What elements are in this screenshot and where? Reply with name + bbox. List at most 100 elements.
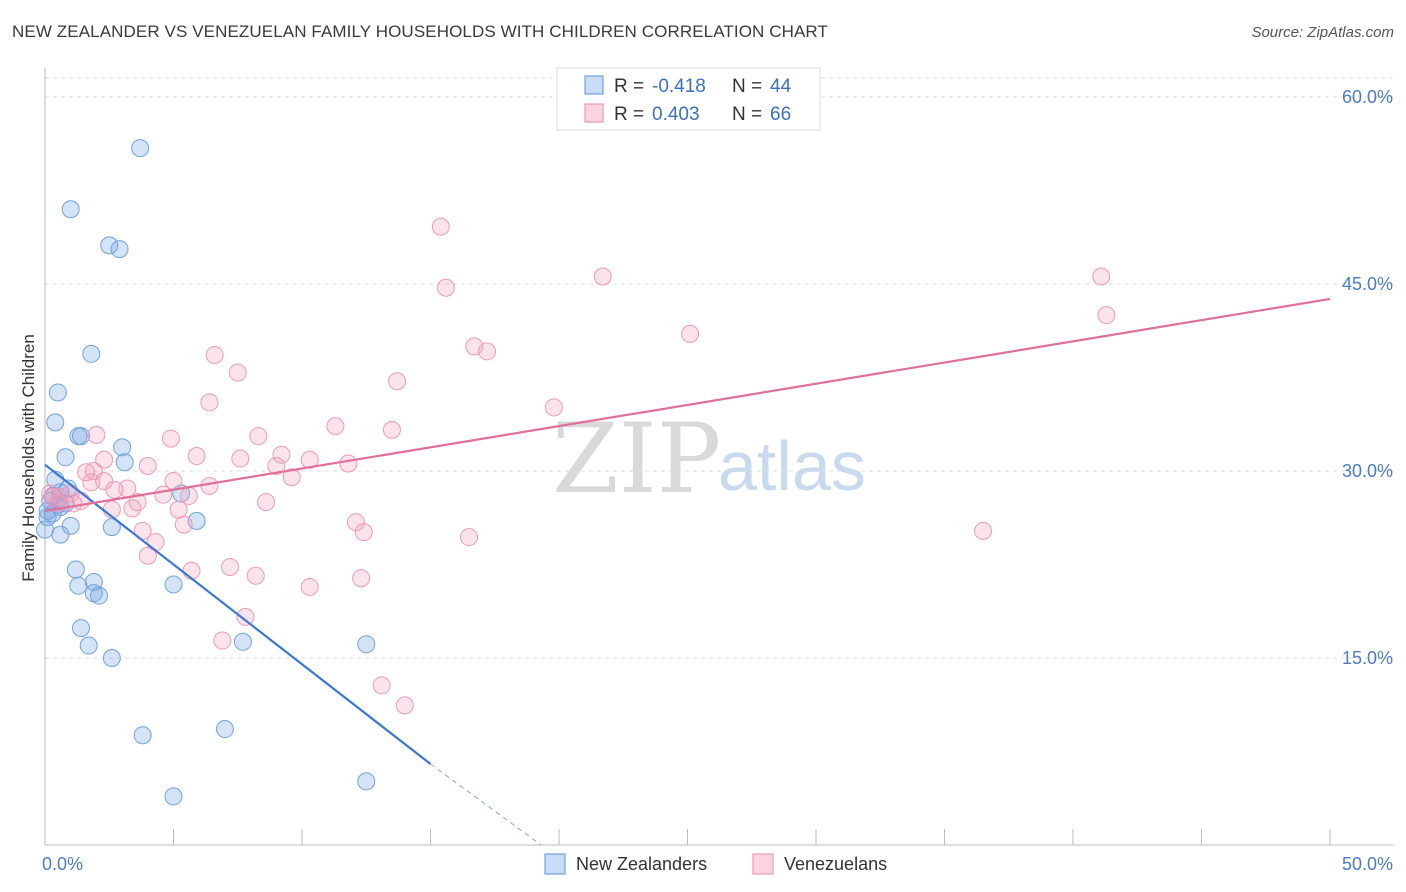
trend-line-venezuelans xyxy=(44,297,1331,512)
legend-top-r-value-ve: 0.403 xyxy=(652,104,700,125)
trend-line-new-zealanders xyxy=(44,463,432,765)
y-tick-label: 45.0% xyxy=(1342,274,1393,294)
chart-title: NEW ZEALANDER VS VENEZUELAN FAMILY HOUSE… xyxy=(12,22,828,41)
point-new-zealanders xyxy=(131,139,150,158)
legend-top-n-label-nz: N = xyxy=(732,76,762,97)
point-new-zealanders xyxy=(46,413,65,432)
legend-top-swatch-ve xyxy=(584,103,604,123)
point-venezuelans xyxy=(61,484,80,503)
point-venezuelans xyxy=(974,521,993,540)
point-venezuelans xyxy=(138,457,157,476)
point-venezuelans xyxy=(123,499,142,518)
point-venezuelans xyxy=(249,427,268,446)
point-venezuelans xyxy=(478,342,497,361)
point-venezuelans xyxy=(460,528,479,547)
point-new-zealanders xyxy=(48,383,67,402)
point-venezuelans xyxy=(182,561,201,580)
legend-top: R = -0.418 N = 44 R = 0.403 N = 66 xyxy=(556,67,821,131)
point-venezuelans xyxy=(77,463,96,482)
point-venezuelans xyxy=(436,278,455,297)
point-new-zealanders xyxy=(164,787,183,806)
trend-line-new-zealanders-extension xyxy=(430,763,542,846)
point-venezuelans xyxy=(138,546,157,565)
point-venezuelans xyxy=(231,449,250,468)
point-venezuelans xyxy=(681,324,700,343)
point-new-zealanders xyxy=(133,726,152,745)
point-venezuelans xyxy=(1097,306,1116,325)
point-venezuelans xyxy=(326,417,345,436)
y-tick-labels: 15.0% 30.0% 45.0% 60.0% xyxy=(1342,87,1393,668)
point-new-zealanders xyxy=(36,520,54,539)
data-points xyxy=(36,139,1116,806)
point-new-zealanders xyxy=(115,453,134,472)
watermark-atlas: atlas xyxy=(718,427,866,505)
point-venezuelans xyxy=(87,425,106,444)
point-new-zealanders xyxy=(56,448,75,467)
point-venezuelans xyxy=(282,468,301,487)
point-venezuelans xyxy=(593,267,612,286)
legend-bottom-label-nz: New Zealanders xyxy=(576,854,707,874)
point-venezuelans xyxy=(174,515,193,534)
legend-top-r-label-ve: R = xyxy=(614,104,644,125)
point-new-zealanders xyxy=(357,772,376,791)
axes xyxy=(44,68,1393,846)
legend-top-n-value-nz: 44 xyxy=(770,76,792,97)
point-venezuelans xyxy=(339,454,358,473)
y-tick-label: 30.0% xyxy=(1342,461,1393,481)
point-venezuelans xyxy=(544,398,563,417)
point-new-zealanders xyxy=(79,636,98,655)
point-new-zealanders xyxy=(51,525,70,544)
point-venezuelans xyxy=(43,488,62,507)
point-venezuelans xyxy=(352,569,371,588)
point-venezuelans xyxy=(354,523,373,542)
legend-top-n-value-ve: 66 xyxy=(770,104,791,125)
point-venezuelans xyxy=(431,217,450,236)
point-venezuelans xyxy=(205,346,224,365)
point-venezuelans xyxy=(272,445,291,464)
point-venezuelans xyxy=(236,607,255,626)
point-new-zealanders xyxy=(100,236,119,255)
point-venezuelans xyxy=(346,513,365,532)
point-venezuelans xyxy=(105,480,124,499)
legend-top-r-label-nz: R = xyxy=(614,76,644,97)
point-new-zealanders xyxy=(71,619,90,638)
point-venezuelans xyxy=(95,450,114,469)
x-tick-label-max: 50.0% xyxy=(1342,854,1393,874)
point-venezuelans xyxy=(82,473,101,492)
point-new-zealanders xyxy=(357,635,376,654)
point-new-zealanders xyxy=(89,586,108,605)
point-new-zealanders xyxy=(113,438,132,457)
point-new-zealanders xyxy=(61,200,80,219)
legend-bottom-label-ve: Venezuelans xyxy=(784,854,887,874)
point-venezuelans xyxy=(395,696,414,715)
y-tick-label: 60.0% xyxy=(1342,87,1393,107)
point-new-zealanders xyxy=(69,427,88,446)
legend-top-swatch-nz xyxy=(584,75,604,95)
point-new-zealanders xyxy=(66,560,85,579)
point-venezuelans xyxy=(382,420,401,439)
point-new-zealanders xyxy=(82,344,101,363)
point-venezuelans xyxy=(228,363,247,382)
point-venezuelans xyxy=(221,557,240,576)
point-venezuelans xyxy=(154,485,173,504)
x-tick-label-min: 0.0% xyxy=(42,854,83,874)
point-new-zealanders xyxy=(84,584,103,603)
point-venezuelans xyxy=(267,457,286,476)
point-new-zealanders xyxy=(233,632,252,651)
point-venezuelans xyxy=(372,676,391,695)
legend-top-n-label-ve: N = xyxy=(732,104,762,125)
point-new-zealanders xyxy=(69,576,88,595)
watermark-zip: ZIP xyxy=(552,403,721,515)
y-tick-label: 15.0% xyxy=(1342,648,1393,668)
legend-bottom-swatch-nz xyxy=(544,853,566,875)
point-venezuelans xyxy=(200,476,219,495)
legend-top-r-value-nz: -0.418 xyxy=(652,76,706,97)
point-venezuelans xyxy=(169,500,188,519)
point-venezuelans xyxy=(161,429,180,448)
point-venezuelans xyxy=(187,447,206,466)
y-axis-title: Family Households with Children xyxy=(19,334,38,582)
point-venezuelans xyxy=(300,577,319,596)
point-venezuelans xyxy=(200,393,219,412)
point-new-zealanders xyxy=(164,575,183,594)
